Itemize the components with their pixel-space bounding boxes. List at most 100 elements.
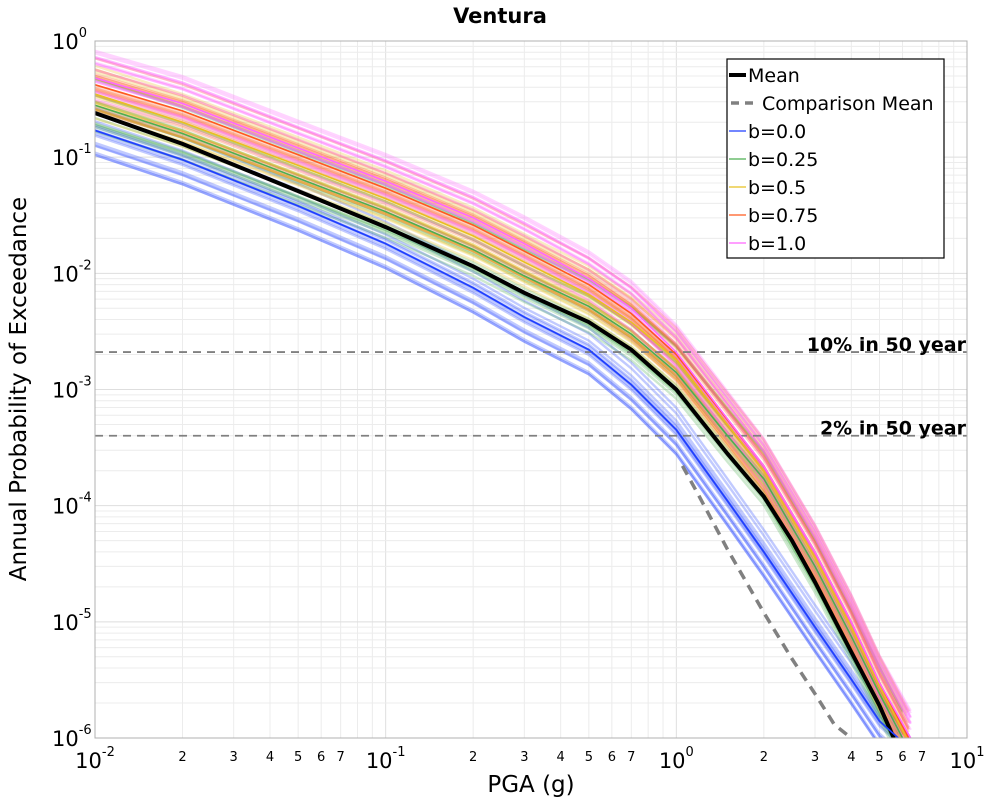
branch-curve xyxy=(95,86,909,738)
branch-curve xyxy=(95,144,884,738)
y-tick-label: 100 xyxy=(52,26,87,54)
y-axis-label: Annual Probability of Exceedance xyxy=(6,197,32,581)
branch-curve xyxy=(95,151,878,738)
x-minor-tick-label: 7 xyxy=(337,750,345,765)
branch-curve xyxy=(95,57,912,719)
legend-entry-label: b=1.0 xyxy=(748,233,806,255)
branch-curve xyxy=(95,57,910,713)
x-minor-tick-label: 7 xyxy=(918,750,926,765)
branch-curve xyxy=(95,52,912,714)
branch-curve xyxy=(95,153,876,738)
x-minor-tick-label: 7 xyxy=(627,750,635,765)
y-tick-label: 10-3 xyxy=(52,375,92,403)
branch-curve xyxy=(95,132,897,738)
x-minor-tick-label: 2 xyxy=(178,750,186,765)
series-line xyxy=(95,111,896,738)
x-minor-tick-label: 4 xyxy=(266,750,274,765)
branch-curve xyxy=(95,94,908,738)
branch-curve xyxy=(95,112,898,738)
x-minor-tick-label: 6 xyxy=(898,750,906,765)
series-line xyxy=(95,93,908,738)
x-minor-tick-label: 6 xyxy=(317,750,325,765)
branch-curve xyxy=(95,108,901,738)
plot-frame xyxy=(94,40,968,739)
x-minor-tick-label: 3 xyxy=(230,750,238,765)
branch-curve xyxy=(95,141,887,738)
legend-entry-label: Comparison Mean xyxy=(762,93,934,115)
x-minor-tick-label: 4 xyxy=(847,750,855,765)
branch-curve xyxy=(95,68,908,714)
x-axis-label: PGA (g) xyxy=(487,772,574,798)
branch-curve xyxy=(95,49,912,712)
branch-curve xyxy=(95,153,876,738)
y-tick-label: 10-1 xyxy=(52,142,92,170)
series-line xyxy=(680,465,853,738)
branch-curve xyxy=(95,61,912,724)
legend-entry-label: Mean xyxy=(748,65,800,87)
branch-curve xyxy=(95,79,911,738)
reference-line-label: 2% in 50 year xyxy=(820,418,967,440)
reference-lines: 10% in 50 year 2% in 50 year xyxy=(95,334,967,440)
y-tick-label: 10-6 xyxy=(52,723,92,751)
chart-title: Ventura xyxy=(453,4,547,28)
reference-line-label: 10% in 50 year xyxy=(807,334,967,356)
x-minor-tick-label: 3 xyxy=(520,750,528,765)
branch-curve xyxy=(95,55,912,718)
branch-curve xyxy=(95,95,907,738)
branch-curve xyxy=(95,74,910,730)
x-minor-tick-label: 2 xyxy=(760,750,768,765)
branch-curve xyxy=(95,56,912,718)
branch-curve xyxy=(95,144,884,738)
series-line xyxy=(95,129,899,738)
branch-curve xyxy=(95,108,902,738)
branch-curve xyxy=(95,107,903,738)
branch-curve xyxy=(95,70,908,717)
branch-curve xyxy=(95,75,910,731)
x-minor-tick-label: 5 xyxy=(294,750,302,765)
x-tick-label: 101 xyxy=(949,745,984,773)
legend-box xyxy=(726,58,945,259)
grid xyxy=(94,41,967,739)
x-tick-label: 100 xyxy=(659,745,694,773)
y-tick-label: 10-5 xyxy=(52,607,92,635)
branch-curve xyxy=(95,62,912,725)
legend-entry-label: b=0.5 xyxy=(748,177,806,199)
branch-curve xyxy=(95,64,908,711)
mean-curves xyxy=(95,77,912,738)
x-tick-label: 10-2 xyxy=(75,745,115,773)
branch-curve xyxy=(95,62,912,725)
branch-curve xyxy=(95,111,899,738)
branch-curve xyxy=(95,107,901,738)
branch-curve xyxy=(95,126,893,738)
legend-entry-label: b=0.75 xyxy=(748,205,818,227)
series-line xyxy=(95,104,904,738)
branch-curve xyxy=(95,98,901,738)
x-minor-tick-label: 4 xyxy=(557,750,565,765)
legend-entry-label: b=0.0 xyxy=(748,121,806,143)
branch-curve xyxy=(95,76,904,712)
x-minor-tick-label: 6 xyxy=(608,750,616,765)
y-tick-label: 10-2 xyxy=(52,258,92,286)
branch-curve xyxy=(95,68,910,724)
legend-entry-label: b=0.25 xyxy=(748,149,818,171)
branch-curve xyxy=(95,134,895,738)
branch-curve xyxy=(95,124,900,734)
branch-curve xyxy=(95,100,904,736)
branch-curve xyxy=(95,107,900,717)
branch-curve xyxy=(95,108,900,738)
series-line xyxy=(95,77,912,738)
branch-curve xyxy=(95,68,912,731)
legend: Mean Comparison Mean b=0.0 b=0.25 b=0.5 b=0.7… xyxy=(726,58,945,259)
x-minor-tick-label: 3 xyxy=(811,750,819,765)
branch-curve xyxy=(95,73,910,729)
x-tick-label: 10-1 xyxy=(366,745,406,773)
x-minor-tick-label: 2 xyxy=(469,750,477,765)
branch-curve xyxy=(95,76,908,723)
branch-curve xyxy=(95,120,900,730)
x-minor-tick-label: 5 xyxy=(875,750,883,765)
branch-curve xyxy=(95,125,900,736)
branch-curve xyxy=(95,90,908,736)
branch-curve xyxy=(95,101,904,736)
